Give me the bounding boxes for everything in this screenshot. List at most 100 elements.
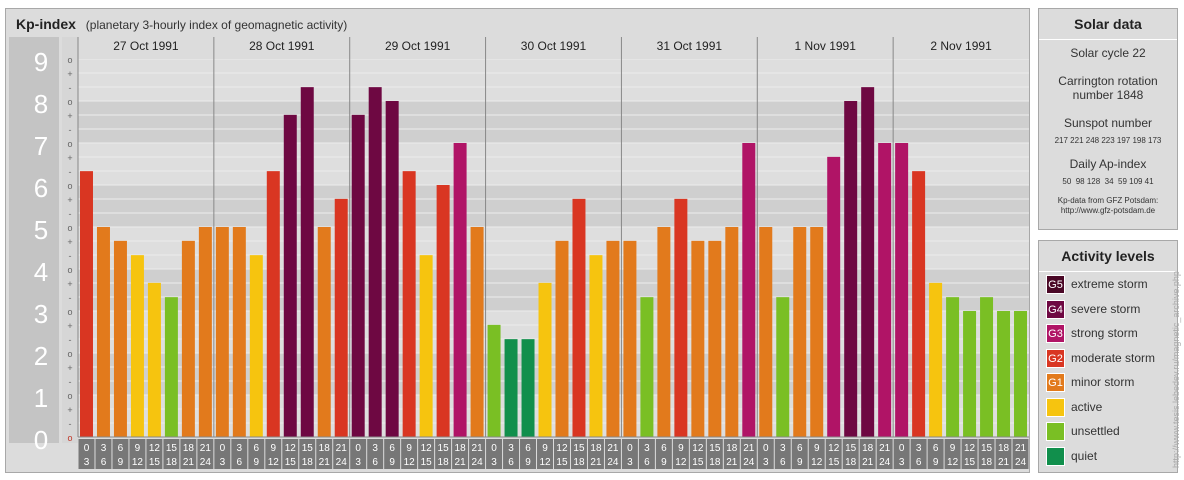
date-label: 31 Oct 1991 [657, 39, 723, 53]
kp-bar [623, 240, 637, 437]
hour-end-label: 21 [998, 457, 1010, 468]
chart-title-text: Kp-index [16, 16, 76, 32]
y-minor-tick-label: + [67, 195, 72, 205]
hour-start-label: 0 [763, 443, 769, 454]
hour-end-label: 18 [573, 457, 585, 468]
hour-start-label: 21 [1015, 443, 1027, 454]
activity-levels-panel: Activity levels G5 extreme storm G4 severe … [1038, 240, 1178, 473]
kp-bar [402, 171, 416, 437]
hour-end-label: 24 [200, 457, 212, 468]
kp-bar [368, 87, 382, 437]
y-minor-tick-label: - [69, 251, 72, 261]
chart-subtitle: (planetary 3-hourly index of geomagnetic… [85, 18, 348, 32]
kp-bar [878, 143, 892, 437]
hour-end-label: 9 [118, 457, 124, 468]
hour-end-label: 15 [556, 457, 568, 468]
hour-start-label: 9 [135, 443, 141, 454]
activity-level-label: unsettled [1071, 424, 1120, 438]
hour-cell [876, 439, 893, 469]
hour-cell [95, 439, 112, 469]
y-minor-tick-label: - [69, 419, 72, 429]
kp-bar [861, 87, 875, 437]
hour-cell [638, 439, 655, 469]
hour-end-label: 21 [183, 457, 195, 468]
y-minor-tick-label: + [67, 69, 72, 79]
hour-end-label: 21 [862, 457, 874, 468]
kp-bar [929, 282, 943, 437]
hour-start-label: 0 [627, 443, 633, 454]
hour-cell [384, 439, 401, 469]
hour-end-label: 9 [797, 457, 803, 468]
hour-cell [740, 439, 757, 469]
hour-end-label: 3 [355, 457, 361, 468]
hour-cell [961, 439, 978, 469]
hour-end-label: 12 [404, 457, 416, 468]
y-minor-tick-label: - [69, 377, 72, 387]
hour-end-label: 21 [590, 457, 602, 468]
hour-end-label: 12 [539, 457, 551, 468]
hour-end-label: 12 [811, 457, 823, 468]
hour-start-label: 12 [828, 443, 840, 454]
hour-start-label: 6 [661, 443, 667, 454]
hour-cell [452, 439, 469, 469]
activity-level-swatch: G1 [1046, 373, 1065, 393]
kp-bar [980, 297, 994, 437]
hour-cell [163, 439, 180, 469]
hour-cell [927, 439, 944, 469]
kp-bar [844, 101, 858, 437]
kp-bar [266, 171, 280, 437]
hour-end-label: 18 [709, 457, 721, 468]
activity-level-item: G4 severe storm [1046, 299, 1140, 319]
kp-bar [572, 198, 586, 437]
hour-end-label: 24 [472, 457, 484, 468]
solar-data-panel: Solar data Solar cycle 22 Carrington rot… [1038, 8, 1178, 230]
kp-bar [657, 227, 671, 437]
plot-band [78, 59, 1029, 101]
y-minor-tick-panel [62, 37, 78, 443]
kp-bar [776, 297, 790, 437]
hour-end-label: 18 [981, 457, 993, 468]
hour-cell [944, 439, 961, 469]
hour-start-label: 0 [84, 443, 90, 454]
hour-cell [282, 439, 299, 469]
kp-bar [147, 282, 161, 437]
kp-bar [232, 227, 246, 437]
y-minor-tick-label: + [67, 363, 72, 373]
hour-end-label: 12 [132, 457, 144, 468]
hour-start-label: 15 [438, 443, 450, 454]
hour-end-label: 18 [302, 457, 314, 468]
activity-level-swatch [1046, 397, 1065, 417]
hour-end-label: 6 [372, 457, 378, 468]
ap-values: 50 98 128 34 59 109 41 [1062, 177, 1154, 186]
kp-bar [198, 227, 212, 437]
hour-start-label: 3 [237, 443, 243, 454]
hour-end-label: 15 [285, 457, 297, 468]
hour-cell [78, 439, 95, 469]
activity-level-swatch: G3 [1046, 324, 1065, 344]
y-minor-tick-label: + [67, 405, 72, 415]
hour-end-label: 21 [319, 457, 331, 468]
activity-level-item: G1 minor storm [1046, 372, 1134, 393]
y-minor-tick-label: o [67, 307, 72, 317]
hour-end-label: 6 [916, 457, 922, 468]
hour-start-label: 6 [389, 443, 395, 454]
y-tick-label: 1 [34, 383, 48, 413]
kp-bar [80, 171, 93, 437]
hour-start-label: 9 [678, 443, 684, 454]
hour-start-label: 0 [899, 443, 905, 454]
y-minor-tick-label: - [69, 83, 72, 93]
y-minor-tick-label: - [69, 293, 72, 303]
date-label: 2 Nov 1991 [930, 39, 992, 53]
hour-start-label: 6 [118, 443, 124, 454]
hour-end-label: 6 [508, 457, 514, 468]
carrington-line1: Carrington rotation [1058, 74, 1158, 88]
hour-start-label: 15 [573, 443, 585, 454]
activity-level-swatch [1046, 446, 1065, 466]
hour-start-label: 9 [950, 443, 956, 454]
hour-start-label: 18 [455, 443, 467, 454]
kp-bar [181, 240, 195, 437]
activity-level-swatch: G2 [1046, 348, 1065, 368]
hour-cell [554, 439, 570, 469]
kp-bar [810, 227, 824, 437]
source-line2: http://www.gfz-potsdam.de [1060, 206, 1156, 215]
